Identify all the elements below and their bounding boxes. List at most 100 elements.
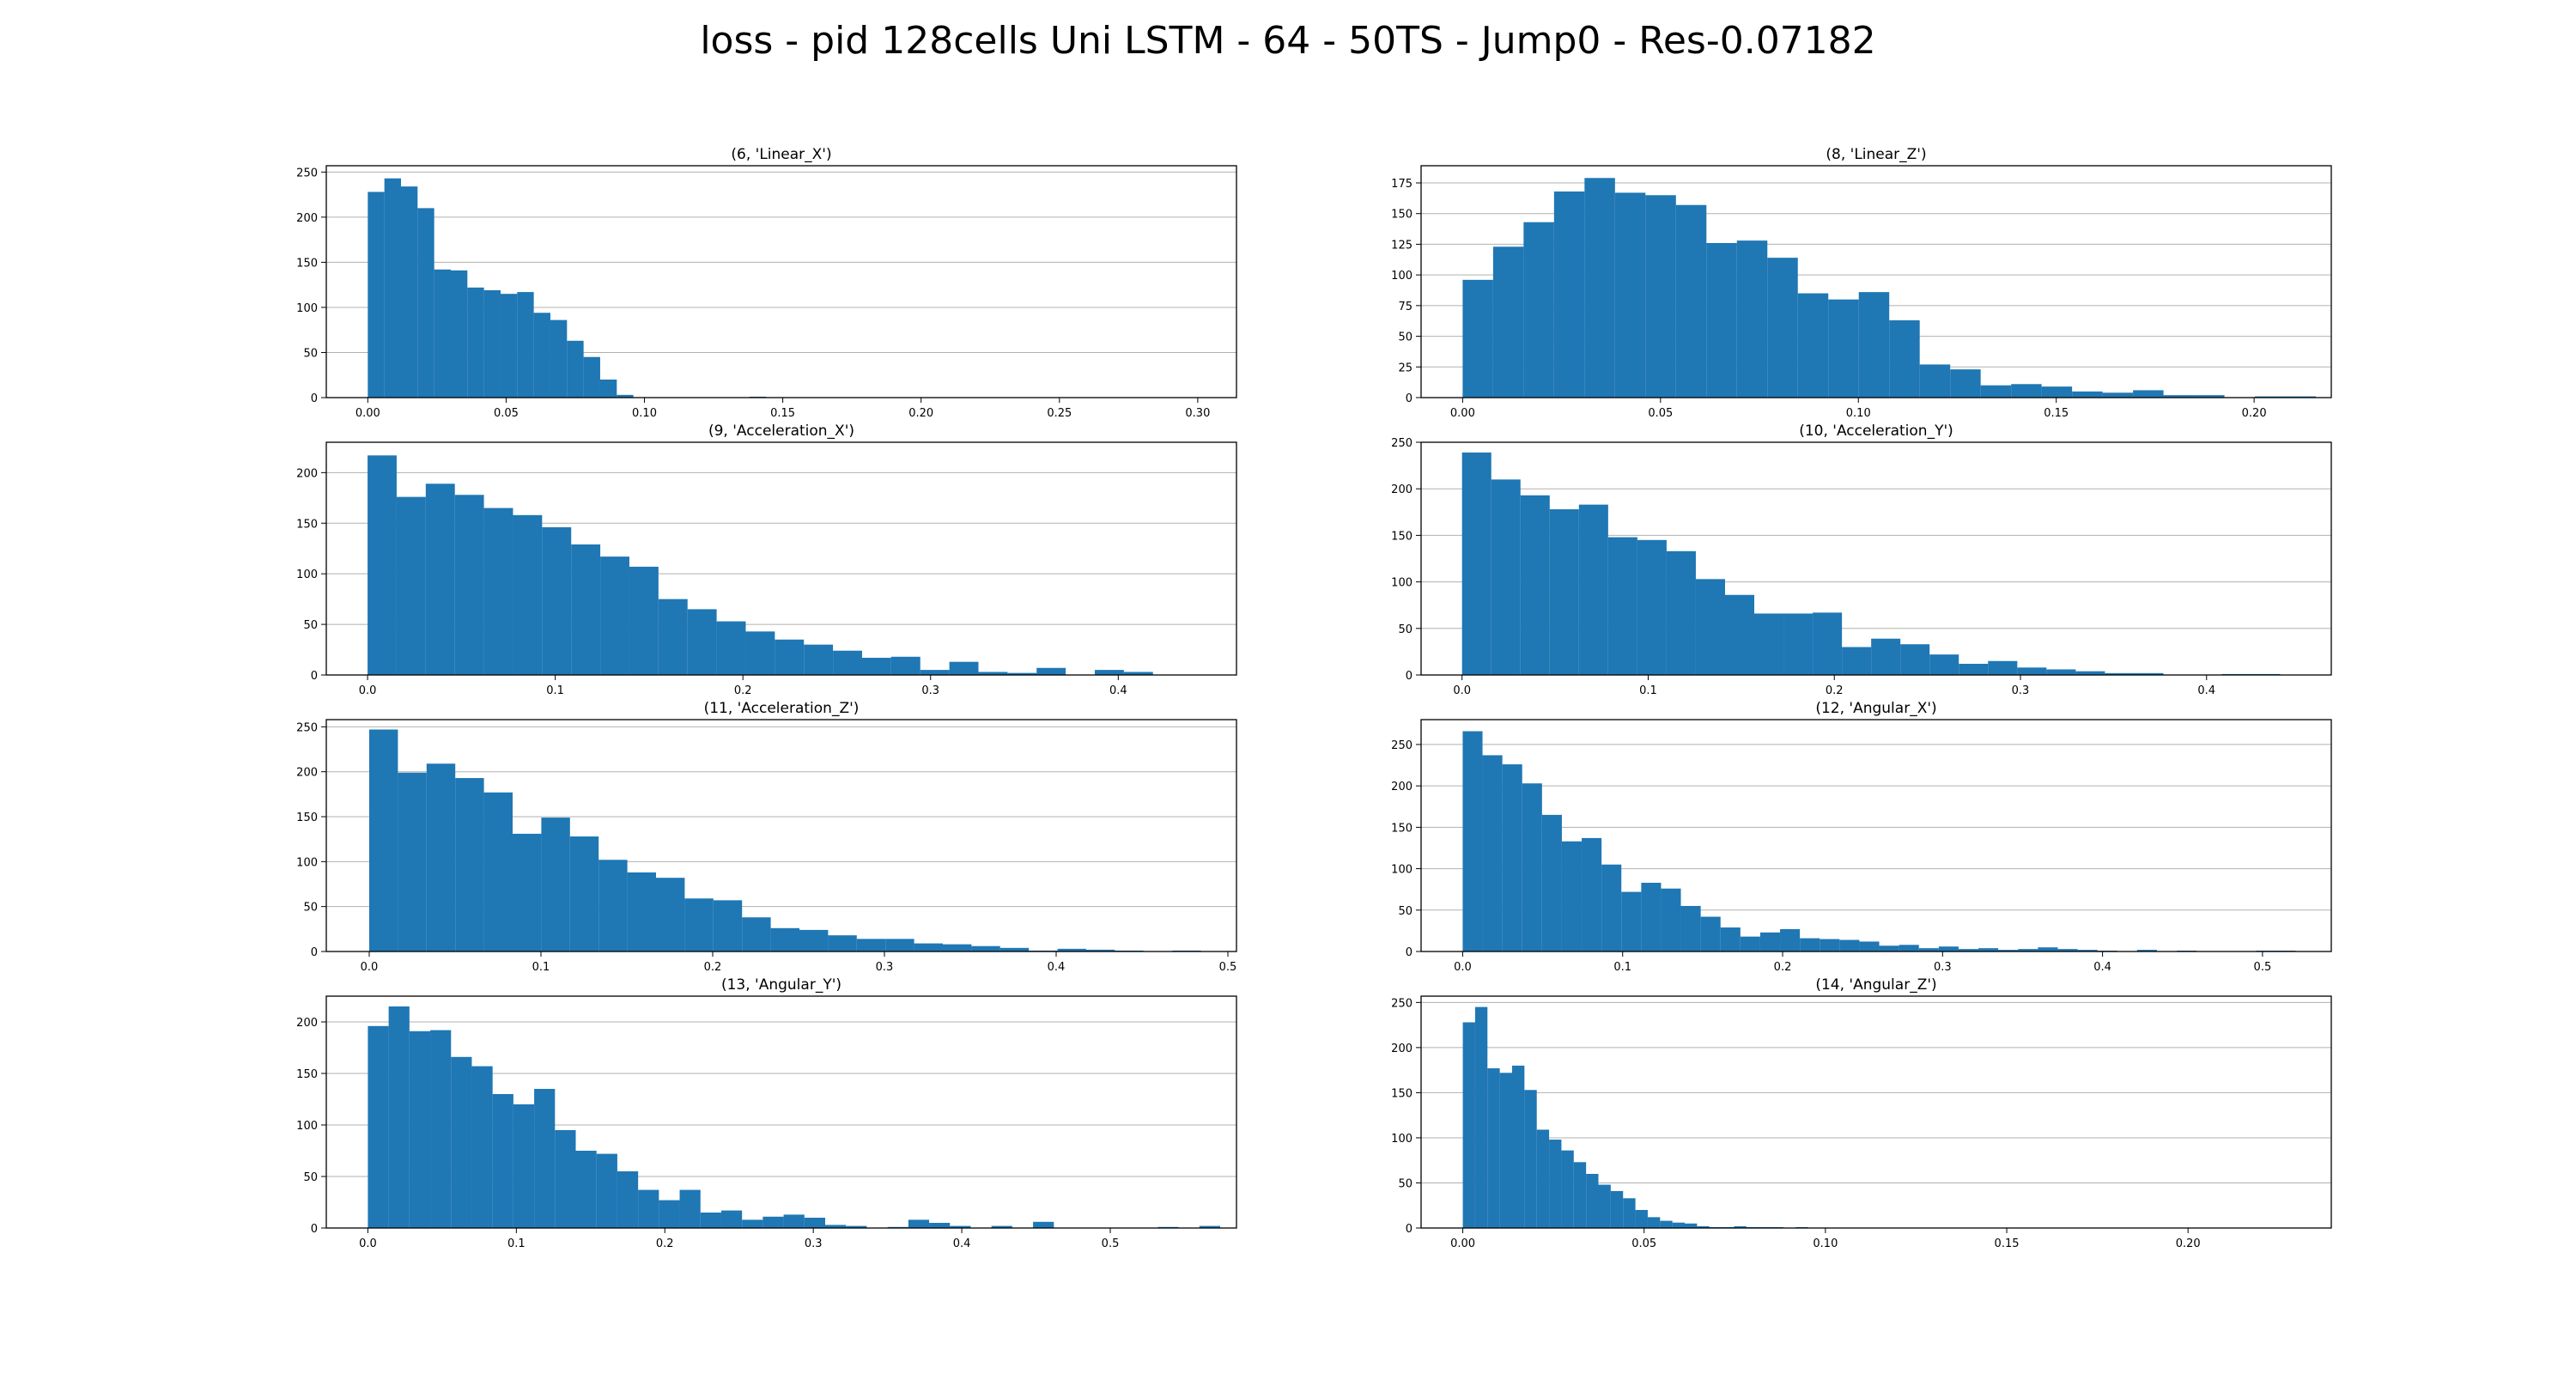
histogram-bar [929, 1223, 951, 1228]
histogram-bar [1929, 654, 1959, 675]
histogram-bar [1607, 537, 1637, 675]
histogram-bar [700, 1213, 721, 1228]
histogram-bar [471, 1066, 493, 1228]
plot-frame [325, 995, 1237, 1229]
panel-title: (14, 'Angular_Z') [1815, 976, 1936, 994]
histogram-bar [2133, 390, 2164, 398]
histogram-bar [1007, 672, 1037, 675]
plot-frame [325, 165, 1237, 398]
histogram-bar [1647, 1217, 1661, 1228]
y-tick-label: 150 [1391, 530, 1413, 543]
x-tick-label: 0.1 [507, 1237, 526, 1250]
histogram-bar [2134, 672, 2164, 675]
histogram-bar [1959, 663, 1989, 675]
histogram-bar [1700, 916, 1721, 951]
histogram-bar [1736, 240, 1768, 398]
x-tick-label: 0.0 [359, 684, 377, 697]
x-tick-label: 0.3 [921, 684, 939, 697]
histogram-bar [679, 1189, 701, 1228]
histogram-bar [999, 947, 1030, 951]
histogram-bar [1660, 1220, 1673, 1228]
histogram-bar [2046, 669, 2076, 675]
y-tick-label: 50 [303, 1171, 318, 1184]
histogram-bar [492, 1094, 513, 1228]
histogram-bar [1871, 638, 1901, 675]
histogram-bar [861, 657, 891, 675]
histogram-bar [400, 186, 418, 398]
x-tick-label: 0.05 [1648, 407, 1673, 420]
histogram-bar [434, 269, 451, 398]
histogram-bar [2041, 386, 2073, 398]
histogram-bar [541, 818, 570, 951]
x-tick-label: 0.4 [1048, 961, 1066, 974]
histogram-bar [575, 1151, 597, 1228]
histogram-bar [1578, 504, 1608, 675]
histogram-bar [629, 566, 659, 675]
histogram-bar [1474, 1006, 1488, 1228]
x-tick-label: 0.4 [1109, 684, 1127, 697]
histogram-bar [1522, 783, 1542, 951]
histogram-bar [1461, 452, 1492, 675]
histogram-bar [1958, 949, 1979, 951]
histogram-bar [1492, 246, 1524, 398]
y-tick-label: 0 [311, 392, 318, 405]
histogram-panel-1: 0 25 50 75 100 125 150 175 0.00 0.05 0.10 0.15 0.20 (… [1391, 146, 2332, 420]
histogram-bar [2255, 396, 2286, 398]
plot-frame [1420, 995, 2332, 1229]
x-tick-label: 0.00 [1450, 1237, 1475, 1250]
y-tick-label: 0 [311, 1223, 318, 1236]
histogram-bar [687, 609, 717, 675]
histogram-bar [1491, 479, 1521, 675]
histogram-bar [1541, 814, 1562, 951]
histogram-bar [1033, 1221, 1054, 1228]
x-tick-label: 0.0 [361, 961, 379, 974]
histogram-bar [1094, 670, 1124, 675]
y-tick-label: 50 [1398, 905, 1413, 918]
histogram-bar [1720, 927, 1741, 951]
histogram-bar [745, 631, 775, 675]
histogram-bar [846, 1225, 867, 1228]
histogram-bar [1487, 1068, 1500, 1228]
histogram-bar [1462, 731, 1483, 951]
y-tick-label: 50 [303, 902, 318, 915]
histogram-bar [2102, 392, 2134, 398]
x-tick-label: 0.20 [908, 407, 933, 420]
panel-title: (6, 'Linear_X') [731, 146, 831, 163]
histogram-bar [2011, 384, 2042, 398]
y-tick-label: 25 [1398, 362, 1413, 374]
plot-frame [325, 719, 1237, 952]
x-tick-label: 0.10 [632, 407, 657, 420]
panel-title: (8, 'Linear_Z') [1826, 146, 1926, 163]
histogram-bar [1561, 1150, 1574, 1228]
histogram-bar [571, 544, 601, 675]
histogram-bar [598, 860, 628, 951]
histogram-bar [483, 508, 513, 675]
histogram-bar [762, 1216, 784, 1228]
x-tick-label: 0.30 [1185, 407, 1210, 420]
histogram-bar [720, 1210, 743, 1228]
y-tick-label: 150 [1391, 822, 1413, 835]
histogram-bar [534, 1089, 556, 1228]
histogram-panel-2: 0 50 100 150 200 0.0 0.1 0.2 0.3 0.4 (9, 'Accelera… [296, 423, 1237, 697]
histogram-bar [1614, 192, 1646, 398]
x-tick-label: 0.20 [2242, 407, 2267, 420]
x-tick-label: 0.2 [1774, 961, 1792, 974]
y-tick-label: 250 [296, 721, 318, 734]
histogram-bar [1623, 1198, 1636, 1228]
histogram-bar [1938, 946, 1959, 951]
histogram-bar [513, 1104, 535, 1228]
histogram-bar [425, 483, 455, 675]
y-tick-label: 100 [1391, 270, 1413, 283]
histogram-bar [450, 270, 468, 398]
histogram-bar [454, 495, 484, 675]
histogram-bar [1706, 243, 1737, 398]
y-tick-label: 125 [1391, 239, 1413, 252]
histogram-bar [2077, 950, 2098, 951]
histogram-bar [1610, 1190, 1624, 1228]
histogram-bar [914, 943, 943, 951]
histogram-bar [1123, 672, 1153, 675]
x-tick-label: 0.0 [359, 1237, 377, 1250]
x-tick-label: 0.3 [1934, 961, 1952, 974]
y-tick-label: 0 [1406, 670, 1413, 683]
